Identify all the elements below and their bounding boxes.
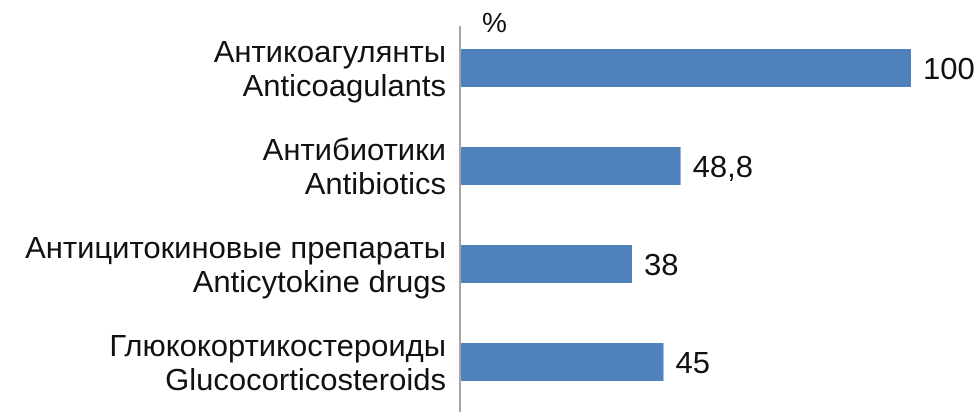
category-label-2-1: Anticytokine drugs xyxy=(193,264,446,299)
value-label-3: 45 xyxy=(676,345,710,380)
bar-3 xyxy=(461,343,664,381)
category-label-1-1: Antibiotics xyxy=(305,166,446,201)
bar-0 xyxy=(461,49,911,87)
value-label-0: 100 xyxy=(923,51,975,86)
category-label-3-0: Глюкокортикостероиды xyxy=(109,328,446,363)
category-label-3-1: Glucocorticosteroids xyxy=(165,362,446,397)
bar-1 xyxy=(461,147,681,185)
value-label-1: 48,8 xyxy=(693,149,753,184)
bar-2 xyxy=(461,245,632,283)
category-label-1-0: Антибиотики xyxy=(263,132,446,167)
category-label-0-1: Anticoagulants xyxy=(243,68,446,103)
value-label-2: 38 xyxy=(644,247,678,282)
category-label-0-0: Антикоагулянты xyxy=(214,34,446,69)
unit-label: % xyxy=(482,7,507,38)
category-label-2-0: Антицитокиновые препараты xyxy=(25,230,446,265)
